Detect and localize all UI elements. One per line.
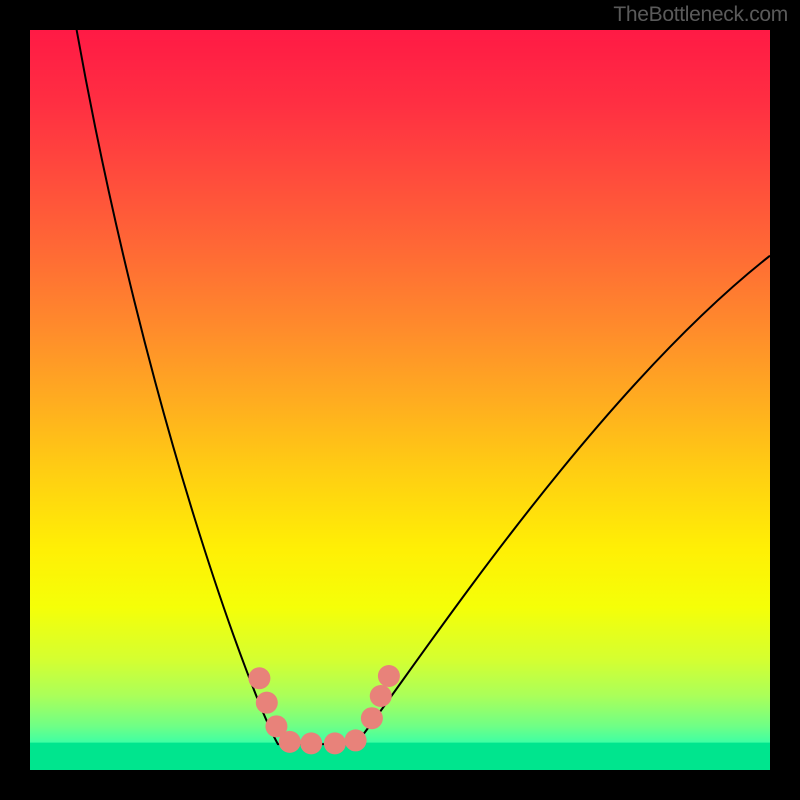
marker-point <box>345 729 367 751</box>
curve-layer <box>30 30 770 770</box>
marker-point <box>248 667 270 689</box>
marker-point <box>279 731 301 753</box>
watermark-text: TheBottleneck.com <box>613 3 788 27</box>
plot-area <box>30 30 770 770</box>
marker-point <box>300 732 322 754</box>
marker-point <box>256 692 278 714</box>
marker-point <box>361 707 383 729</box>
marker-point <box>378 665 400 687</box>
marker-point <box>324 732 346 754</box>
curve-markers <box>248 665 400 754</box>
marker-point <box>370 685 392 707</box>
bottleneck-curve <box>77 30 770 744</box>
